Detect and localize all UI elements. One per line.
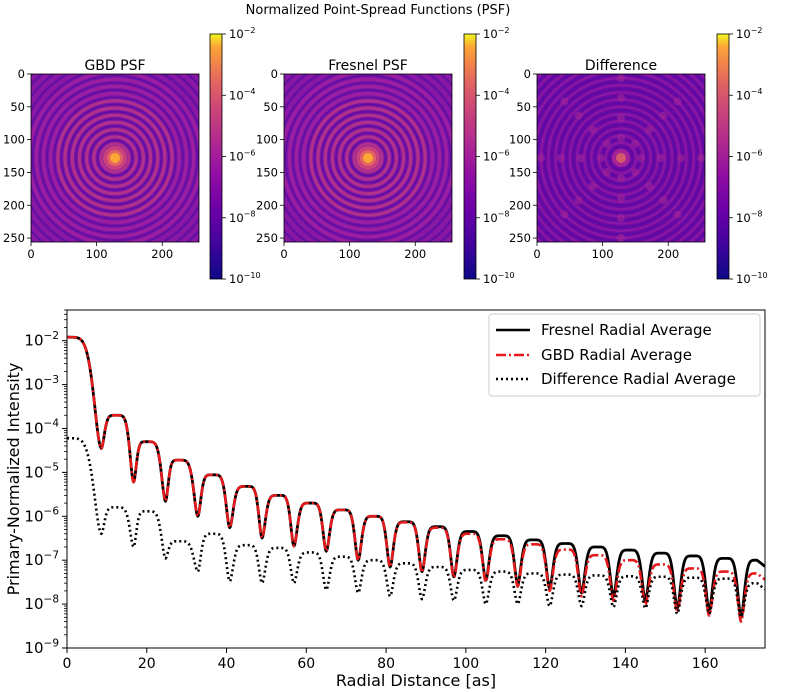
x-tick-label: 100 <box>592 247 614 261</box>
colorbar: 10−2 10−4 10−6 10−8 10−10 <box>716 26 768 286</box>
x-tick-label: 0 <box>27 247 34 261</box>
series-line-dotted <box>67 436 765 619</box>
x-tick-label: 0 <box>280 247 287 261</box>
colorbar-tick-label: 10−8 <box>229 210 256 225</box>
y-tick-label: 250 <box>509 231 531 245</box>
y-tick-label: 250 <box>3 231 25 245</box>
y-tick-label: 100 <box>256 133 278 147</box>
y-tick-label: 100 <box>3 133 25 147</box>
x-tick-label: 100 <box>86 247 108 261</box>
x-tick-label: 120 <box>532 656 559 672</box>
colorbar: 10−2 10−4 10−6 10−8 10−10 <box>209 26 261 286</box>
legend-box <box>488 313 761 397</box>
psf-image <box>31 74 199 242</box>
x-tick-label: 0 <box>533 247 540 261</box>
x-tick-label: 200 <box>657 247 679 261</box>
colorbar-gradient <box>463 33 477 280</box>
y-tick-label: 0 <box>524 67 531 81</box>
psf-image-frame <box>536 73 706 243</box>
figure-suptitle: Normalized Point-Spread Functions (PSF) <box>246 3 511 18</box>
legend-label: Difference Radial Average <box>541 370 736 388</box>
legend-item-fresnel: Fresnel Radial Average <box>496 321 712 339</box>
x-tick-label: 60 <box>297 656 315 672</box>
y-tick-label: 10−6 <box>24 506 59 526</box>
y-tick-label: 150 <box>256 165 278 179</box>
y-tick-label: 250 <box>256 231 278 245</box>
psf-image-frame <box>30 73 200 243</box>
panel-title: Difference <box>585 58 657 74</box>
panel-title: Fresnel PSF <box>328 58 408 74</box>
colorbar-gradient <box>209 33 223 280</box>
colorbar-tick-label: 10−4 <box>483 87 510 102</box>
colorbar-tick-label: 10−10 <box>483 271 515 286</box>
x-axis-label: Radial Distance [as] <box>336 671 496 690</box>
x-tick-label: 40 <box>218 656 236 672</box>
y-tick-label: 10−3 <box>24 374 59 394</box>
colorbar-tick-label: 10−2 <box>483 26 510 41</box>
colorbar-tick-label: 10−2 <box>736 26 763 41</box>
y-tick-label: 10−7 <box>24 549 59 569</box>
psf-image <box>537 74 705 242</box>
colorbar-tick-label: 10−10 <box>736 271 768 286</box>
y-tick-label: 200 <box>509 198 531 212</box>
y-tick-label: 10−9 <box>24 637 59 657</box>
y-tick-label: 200 <box>3 198 25 212</box>
y-tick-label: 10−4 <box>24 418 59 438</box>
legend: Fresnel Radial Average GBD Radial Averag… <box>488 313 761 397</box>
legend-item-gbd: GBD Radial Average <box>496 346 692 364</box>
x-tick-label: 20 <box>138 656 156 672</box>
y-tick-label: 0 <box>18 67 25 81</box>
x-tick-label: 200 <box>404 247 426 261</box>
x-tick-label: 140 <box>612 656 639 672</box>
y-axis-label: Primary-Normalized Intensity <box>4 363 23 596</box>
y-tick-label: 10−2 <box>24 330 59 350</box>
x-tick-label: 0 <box>63 656 72 672</box>
colorbar-tick-label: 10−4 <box>229 87 256 102</box>
x-tick-label: 200 <box>151 247 173 261</box>
colorbar: 10−2 10−4 10−6 10−8 10−10 <box>463 26 515 286</box>
colorbar-tick-label: 10−4 <box>736 87 763 102</box>
colorbar-tick-label: 10−6 <box>736 148 763 163</box>
radial-plot: 0 20 40 60 80 100 120 140 160 10−9 10−8 10−7 10−6 10−… <box>4 309 766 690</box>
series-layer <box>67 335 765 623</box>
legend-item-difference: Difference Radial Average <box>496 370 736 388</box>
x-tick-label: 80 <box>377 656 395 672</box>
colorbar-tick-label: 10−6 <box>483 148 510 163</box>
colorbar-tick-label: 10−8 <box>736 210 763 225</box>
colorbar-tick-label: 10−6 <box>229 148 256 163</box>
y-tick-label: 100 <box>509 133 531 147</box>
y-tick-label: 50 <box>516 100 531 114</box>
x-tick-label: 100 <box>452 656 479 672</box>
y-tick-label: 50 <box>263 100 278 114</box>
psf-image-frame <box>283 73 453 243</box>
y-tick-label: 150 <box>509 165 531 179</box>
panel-title: GBD PSF <box>84 58 145 74</box>
y-tick-label: 200 <box>256 198 278 212</box>
axis-ticks: 0 20 40 60 80 100 120 140 160 10−9 10−8 10−7 10−6 10−… <box>24 309 719 672</box>
y-tick-label: 0 <box>271 67 278 81</box>
y-tick-label: 10−5 <box>24 462 59 482</box>
colorbar-tick-label: 10−8 <box>483 210 510 225</box>
y-tick-label: 150 <box>3 165 25 179</box>
colorbar-gradient <box>716 33 730 280</box>
x-tick-label: 160 <box>692 656 719 672</box>
colorbar-tick-label: 10−10 <box>229 271 261 286</box>
psf-image <box>284 74 452 242</box>
y-tick-label: 10−8 <box>24 593 59 613</box>
y-tick-label: 50 <box>10 100 25 114</box>
colorbar-tick-label: 10−2 <box>229 26 256 41</box>
legend-label: Fresnel Radial Average <box>541 321 712 339</box>
series-line-dash-dot <box>67 335 765 623</box>
x-tick-label: 100 <box>339 247 361 261</box>
legend-label: GBD Radial Average <box>541 346 692 364</box>
